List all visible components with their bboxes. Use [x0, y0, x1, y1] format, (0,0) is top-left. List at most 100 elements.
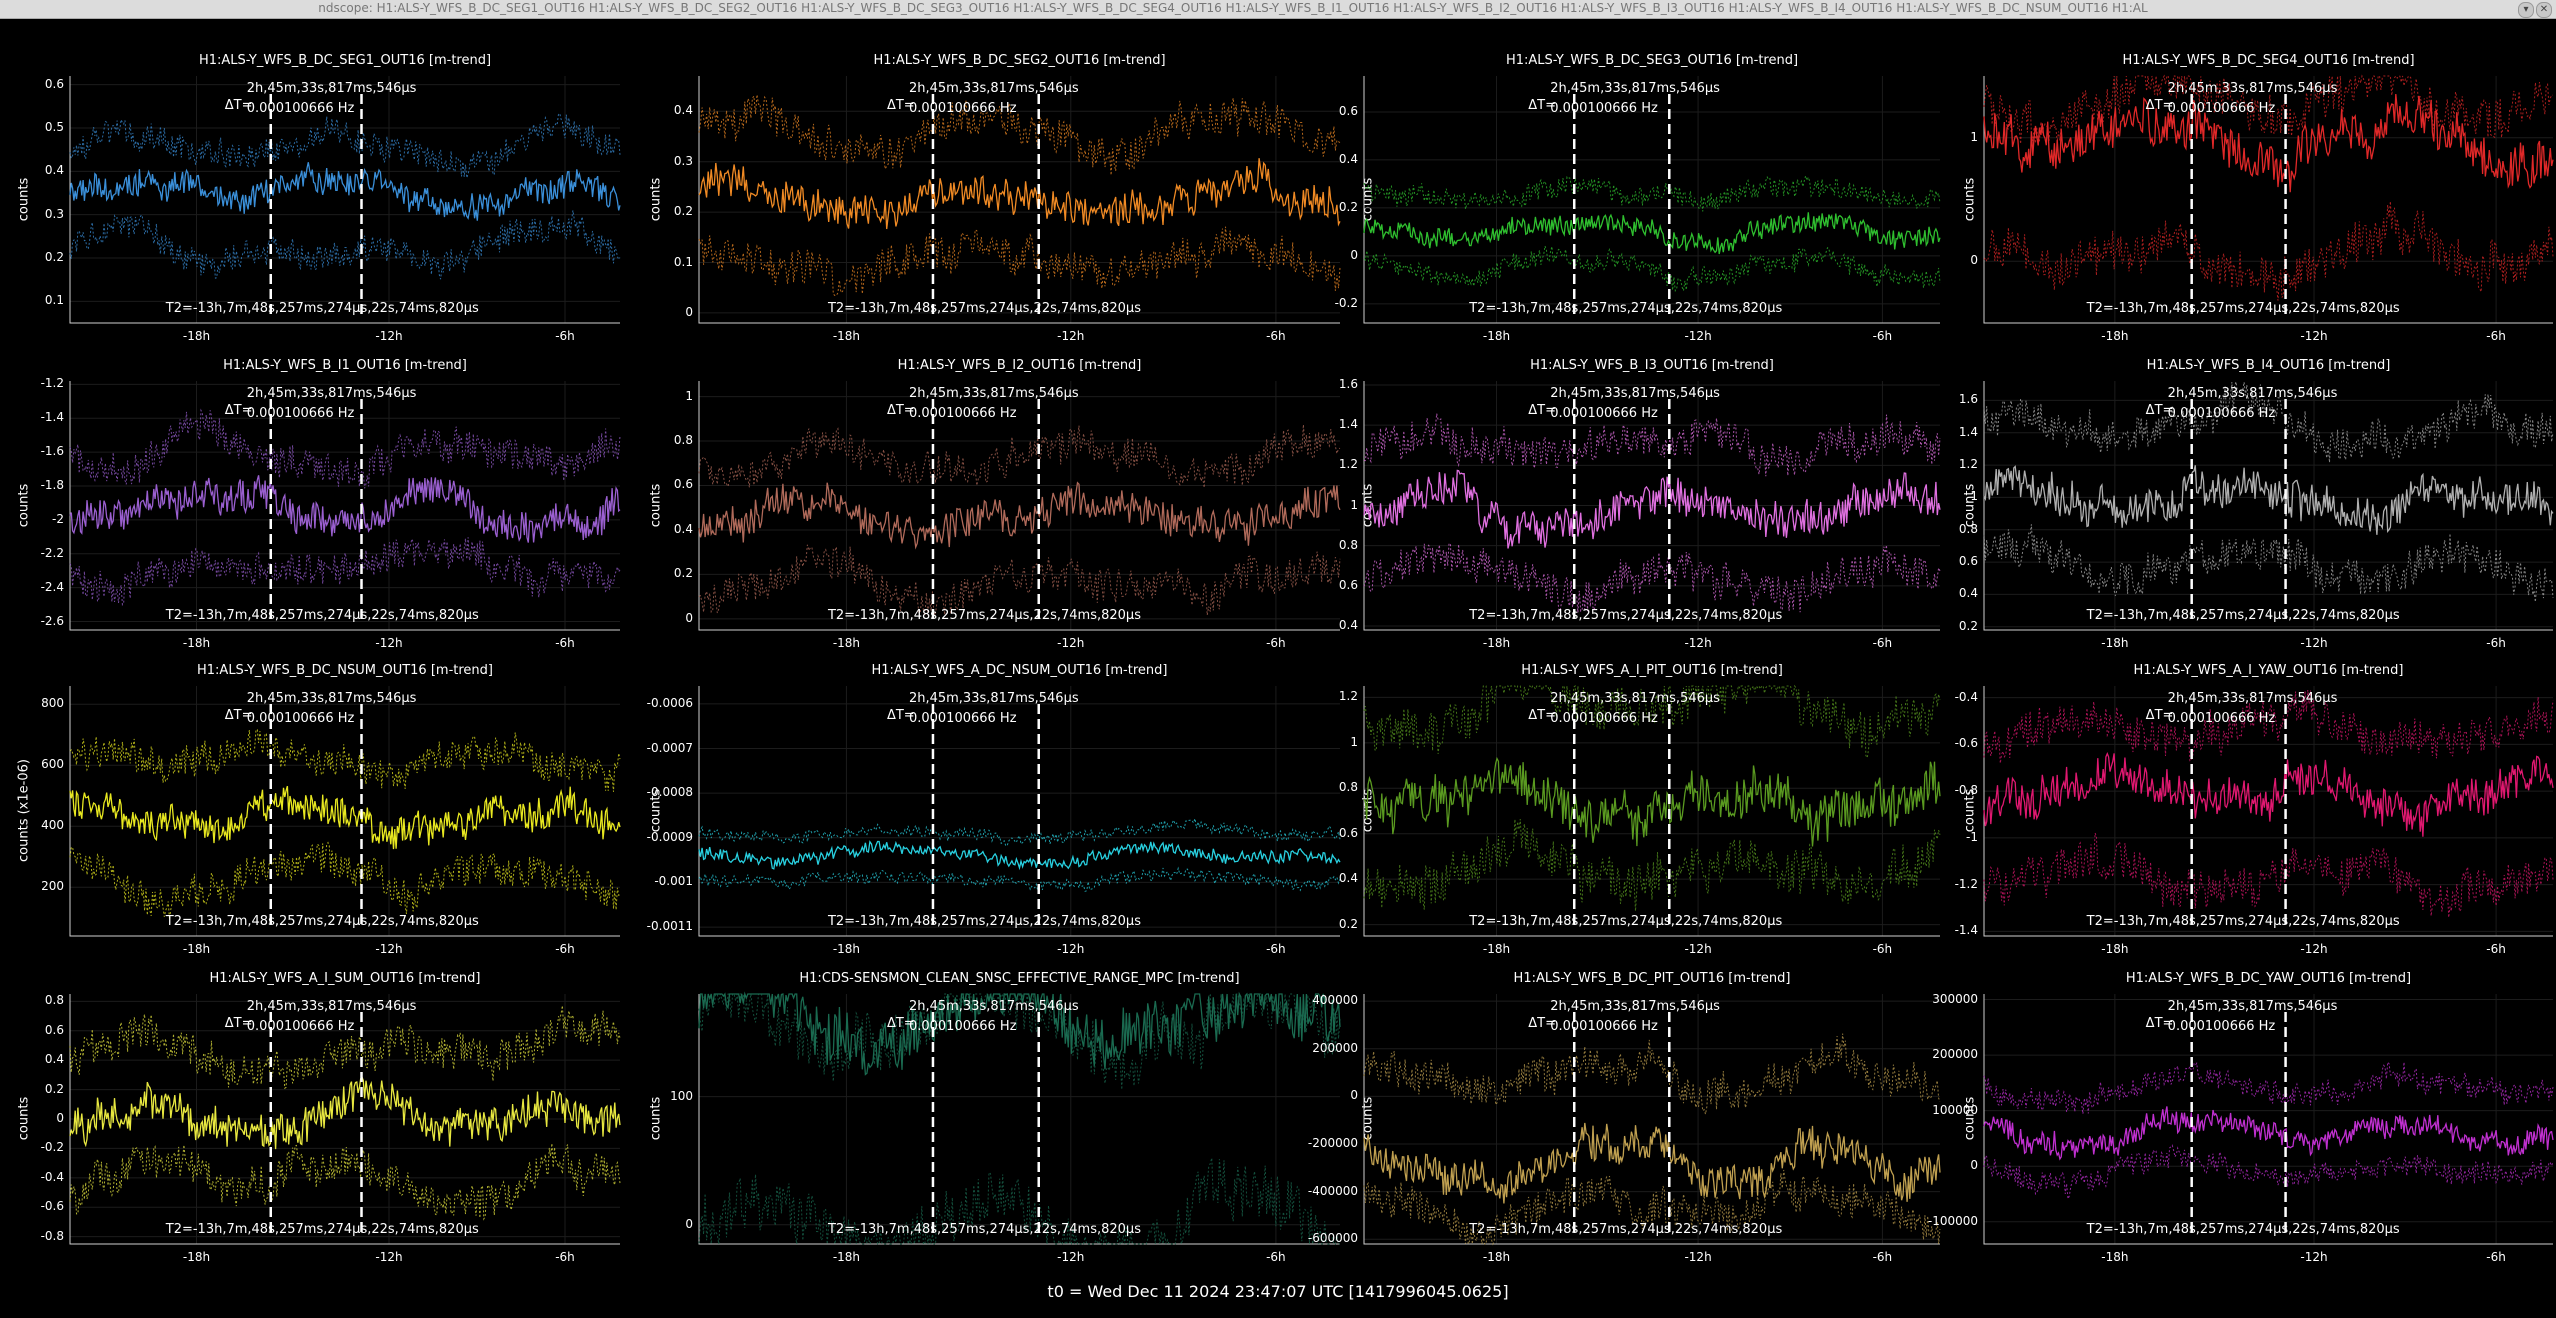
y-tick-label: 0 — [1350, 247, 1358, 262]
y-tick-label: 0.6 — [1338, 103, 1358, 118]
plot-canvas[interactable] — [0, 18, 2556, 1318]
t2-value: T2=-13h,7m,48s,257ms,274μs — [827, 301, 1030, 316]
plot-panel[interactable]: H1:ALS-Y_WFS_B_DC_NSUM_OUT16 [m-trend] co… — [0, 18, 2556, 1318]
series-min-trace — [69, 210, 621, 280]
y-tick-label: -0.0009 — [646, 829, 693, 844]
series-mean-trace — [1363, 469, 1941, 549]
plot-canvas[interactable] — [0, 18, 2556, 1318]
delta-t-values: 2h,45m,33s,817ms,546μs 0.000100666 Hz — [247, 689, 417, 729]
axis-frame — [69, 76, 620, 324]
plot-canvas[interactable] — [0, 18, 2556, 1318]
series-max-trace — [1363, 413, 1941, 477]
t2-value: T2=-13h,7m,48s,257ms,274μs — [2086, 301, 2289, 316]
axis-frame — [1983, 381, 2553, 631]
x-tick-label: -6h — [1872, 329, 1893, 343]
y-tick-label: 1 — [1970, 129, 1978, 144]
delta-t-values: 2h,45m,33s,817ms,546μs 0.000100666 Hz — [2168, 384, 2338, 424]
plot-title: H1:ALS-Y_WFS_B_I1_OUT16 [m-trend] — [223, 358, 467, 373]
series-max-trace — [1983, 74, 2554, 145]
plot-panel[interactable]: H1:ALS-Y_WFS_B_DC_SEG2_OUT16 [m-trend] co… — [0, 18, 2556, 1318]
plot-panel[interactable]: H1:ALS-Y_WFS_B_I1_OUT16 [m-trend] counts -… — [0, 18, 2556, 1318]
plot-panel[interactable]: H1:ALS-Y_WFS_A_I_PIT_OUT16 [m-trend] coun… — [0, 18, 2556, 1318]
y-tick-label: 0.6 — [44, 76, 64, 91]
plot-canvas[interactable] — [0, 18, 2556, 1318]
t2-suffix: ,22s,74ms,820μs — [367, 1222, 479, 1237]
plot-canvas[interactable] — [0, 18, 2556, 1318]
x-tick-label: -6h — [2486, 1250, 2506, 1264]
x-tick-label: -12h — [1684, 1250, 1712, 1264]
x-tick-label: -6h — [1872, 942, 1893, 956]
y-tick-label: -200000 — [1307, 1136, 1358, 1150]
y-tick-label: 0 — [1350, 1088, 1358, 1103]
plot-canvas[interactable] — [0, 18, 2556, 1318]
y-tick-label: 0.3 — [673, 153, 693, 168]
y-axis-label: counts — [16, 483, 32, 527]
y-tick-label: 0.1 — [673, 254, 693, 269]
t2-cursor-label: T2=-13h,7m,48s,257ms,274μs,22s,74ms,820μ… — [166, 914, 479, 929]
y-tick-label: 0.2 — [1338, 199, 1358, 214]
x-tick-label: -6h — [1266, 636, 1286, 650]
plot-canvas[interactable] — [0, 18, 2556, 1318]
x-tick-label: -6h — [555, 942, 575, 956]
delta-t-label: ΔT= — [2145, 1016, 2174, 1031]
plot-canvas[interactable] — [0, 18, 2556, 1318]
plot-panel[interactable]: H1:ALS-Y_WFS_B_DC_PIT_OUT16 [m-trend] cou… — [0, 18, 2556, 1318]
y-axis-label: counts — [648, 483, 664, 527]
window-titlebar[interactable]: ndscope: H1:ALS-Y_WFS_B_DC_SEG1_OUT16 H1… — [0, 0, 2556, 19]
series-max-trace — [1363, 174, 1941, 212]
series-max-trace — [69, 729, 621, 792]
x-tick-label: -18h — [832, 636, 861, 650]
series-max-trace — [698, 992, 1341, 1090]
axis-frame — [1363, 994, 1940, 1245]
t2-value: T2=-13h,7m,48s,257ms,274μs — [1469, 914, 1671, 929]
t2-value: T2=-13h,7m,48s,257ms,274μs — [827, 608, 1030, 623]
delta-t-values: 2h,45m,33s,817ms,546μs 0.000100666 Hz — [2168, 997, 2338, 1037]
axis-frame — [69, 381, 620, 631]
plot-title: H1:ALS-Y_WFS_B_I2_OUT16 [m-trend] — [897, 358, 1142, 373]
chevron-down-icon[interactable]: ▾ — [2518, 2, 2534, 18]
y-tick-label: 0.8 — [1338, 780, 1358, 795]
t2-cursor-label: T2=-13h,7m,48s,257ms,274μs,22s,74ms,820μ… — [828, 914, 1141, 929]
plot-panel[interactable]: H1:CDS-SENSMON_CLEAN_SNSC_EFFECTIVE_RANG… — [0, 18, 2556, 1318]
plot-canvas[interactable] — [0, 18, 2556, 1318]
series-min-trace — [1983, 1144, 2554, 1201]
plot-canvas[interactable] — [0, 18, 2556, 1318]
y-tick-label: -2 — [52, 511, 64, 526]
plot-panel[interactable]: H1:ALS-Y_WFS_B_DC_SEG1_OUT16 [m-trend] co… — [0, 18, 2556, 1318]
plot-canvas[interactable] — [0, 18, 2556, 1318]
plot-panel[interactable]: H1:ALS-Y_WFS_A_I_YAW_OUT16 [m-trend] coun… — [0, 18, 2556, 1318]
y-tick-label: 0.2 — [673, 204, 693, 219]
close-icon[interactable]: ✕ — [2536, 2, 2552, 18]
series-mean-trace — [1363, 212, 1941, 255]
plot-panel[interactable]: H1:ALS-Y_WFS_B_DC_SEG3_OUT16 [m-trend] co… — [0, 18, 2556, 1318]
plot-panel[interactable]: H1:ALS-Y_WFS_B_DC_YAW_OUT16 [m-trend] cou… — [0, 18, 2556, 1318]
plot-panel[interactable]: H1:ALS-Y_WFS_A_DC_NSUM_OUT16 [m-trend] co… — [0, 18, 2556, 1318]
plot-panel[interactable]: H1:ALS-Y_WFS_B_DC_SEG4_OUT16 [m-trend] co… — [0, 18, 2556, 1318]
series-min-trace — [1983, 201, 2554, 301]
plot-panel[interactable]: H1:ALS-Y_WFS_A_I_SUM_OUT16 [m-trend] coun… — [0, 18, 2556, 1318]
plot-canvas[interactable] — [0, 18, 2556, 1318]
plot-title: H1:ALS-Y_WFS_A_I_PIT_OUT16 [m-trend] — [1521, 663, 1783, 678]
plot-canvas[interactable] — [0, 18, 2556, 1318]
x-tick-label: -6h — [1266, 942, 1286, 956]
x-tick-label: -6h — [2486, 636, 2506, 650]
plot-canvas[interactable] — [0, 18, 2556, 1318]
plot-canvas[interactable] — [0, 18, 2556, 1318]
plot-panel[interactable]: H1:ALS-Y_WFS_B_I4_OUT16 [m-trend] counts 1… — [0, 18, 2556, 1318]
t2-value: T2=-13h,7m,48s,257ms,274μs — [165, 301, 368, 316]
x-tick-label: -12h — [2300, 636, 2328, 650]
plot-panel[interactable]: H1:ALS-Y_WFS_B_I3_OUT16 [m-trend] counts 1… — [0, 18, 2556, 1318]
series-max-trace — [698, 816, 1341, 847]
y-tick-label: 1 — [1350, 734, 1358, 749]
x-tick-label: -18h — [182, 1250, 211, 1264]
delta-t-label: ΔT= — [1528, 708, 1556, 723]
series-mean-trace — [1983, 93, 2554, 193]
plot-panel[interactable]: H1:ALS-Y_WFS_B_I2_OUT16 [m-trend] counts 1… — [0, 18, 2556, 1318]
delta-t-values: 2h,45m,33s,817ms,546μs 0.000100666 Hz — [247, 997, 417, 1037]
y-axis-label: counts — [1962, 177, 1978, 221]
x-tick-label: -6h — [555, 329, 575, 343]
series-max-trace — [698, 424, 1341, 488]
plot-grid[interactable]: H1:ALS-Y_WFS_B_DC_SEG1_OUT16 [m-trend] co… — [0, 18, 2556, 1318]
y-tick-label: 0 — [685, 610, 693, 625]
plot-canvas[interactable] — [0, 18, 2556, 1318]
